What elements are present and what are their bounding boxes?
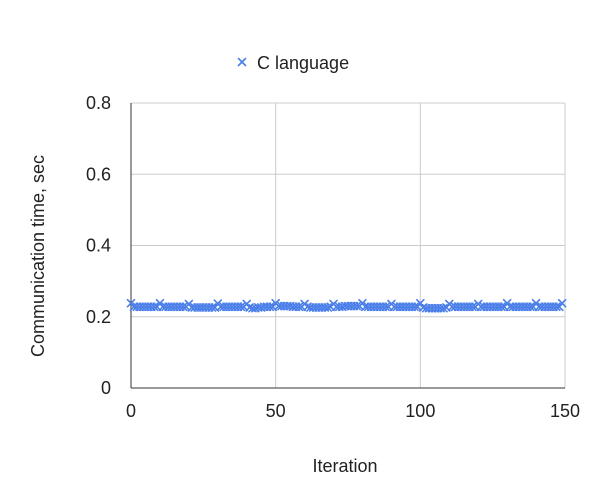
legend-label: C language: [257, 53, 349, 73]
y-tick-label: 0.8: [86, 93, 111, 113]
data-point: [410, 302, 419, 312]
data-point: [207, 303, 217, 312]
x-axis-title: Iteration: [312, 456, 377, 476]
data-point: [265, 302, 275, 312]
legend: C language: [237, 53, 349, 73]
legend-marker-x-icon: [237, 57, 247, 67]
y-axis-title: Communication time, sec: [28, 155, 48, 357]
x-tick-label: 100: [405, 401, 435, 421]
data-point: [294, 302, 304, 312]
data-point: [525, 302, 535, 312]
y-tick-label: 0: [101, 378, 111, 398]
legend-x-glyph: [237, 57, 247, 67]
data-point: [381, 302, 390, 312]
data-point: [149, 302, 159, 312]
data-point: [552, 302, 561, 312]
gridlines: [131, 102, 566, 388]
data-point: [497, 302, 506, 312]
data-point: [236, 302, 246, 312]
y-tick-label: 0.2: [86, 307, 111, 327]
x-tick-label: 0: [126, 401, 136, 421]
x-tick-label: 150: [550, 401, 580, 421]
data-series-markers: [126, 298, 567, 313]
y-tick-label: 0.4: [86, 236, 111, 256]
data-point: [557, 298, 567, 308]
x-tick-label: 50: [266, 401, 286, 421]
y-tick-label: 0.6: [86, 164, 111, 184]
data-point: [352, 301, 361, 311]
data-point: [468, 302, 477, 312]
axes: 0 0.2 0.4 0.6 0.8 0 50 100 150: [86, 93, 580, 421]
data-point: [178, 302, 188, 312]
